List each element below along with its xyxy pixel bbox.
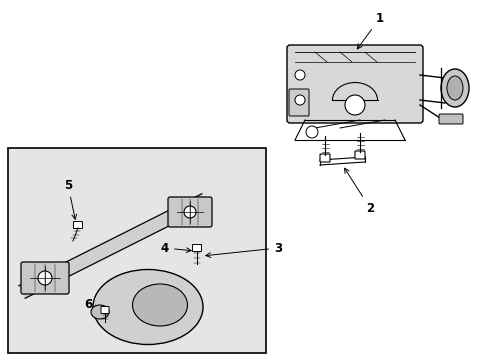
Circle shape <box>345 95 364 115</box>
Ellipse shape <box>93 270 203 345</box>
Text: 2: 2 <box>344 168 373 215</box>
FancyBboxPatch shape <box>286 45 422 123</box>
Polygon shape <box>19 194 208 298</box>
FancyBboxPatch shape <box>21 262 69 294</box>
Ellipse shape <box>446 76 462 100</box>
FancyBboxPatch shape <box>73 221 82 229</box>
Circle shape <box>294 70 305 80</box>
Text: 4: 4 <box>161 242 191 255</box>
Ellipse shape <box>132 284 187 326</box>
Circle shape <box>183 206 196 218</box>
Circle shape <box>294 95 305 105</box>
Circle shape <box>305 126 317 138</box>
Text: 3: 3 <box>205 242 282 257</box>
Ellipse shape <box>440 69 468 107</box>
FancyBboxPatch shape <box>438 114 462 124</box>
FancyBboxPatch shape <box>168 197 212 227</box>
FancyBboxPatch shape <box>319 154 329 162</box>
Ellipse shape <box>91 305 109 319</box>
Bar <box>8 148 265 353</box>
FancyBboxPatch shape <box>288 89 308 116</box>
FancyBboxPatch shape <box>101 306 109 314</box>
Text: 5: 5 <box>64 179 77 219</box>
Circle shape <box>38 271 52 285</box>
FancyBboxPatch shape <box>192 244 201 252</box>
Text: 6: 6 <box>84 298 99 311</box>
Text: 1: 1 <box>357 12 383 49</box>
FancyBboxPatch shape <box>354 151 364 159</box>
